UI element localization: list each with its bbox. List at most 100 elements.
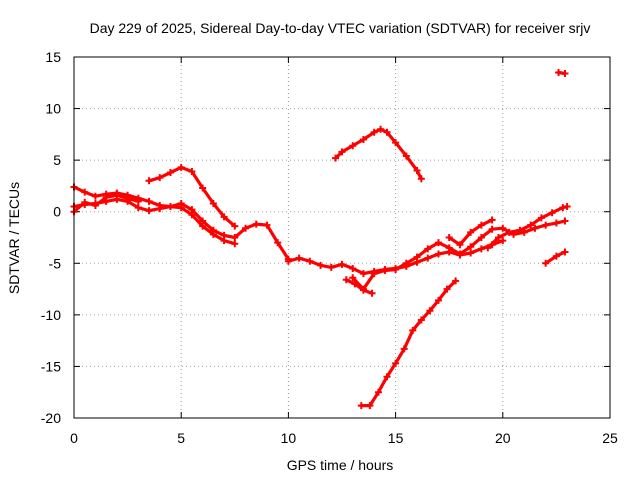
plot-frame [73,56,611,419]
x-tick-label: 20 [495,430,511,446]
data-point [499,237,507,245]
data-point [327,263,335,271]
data-point [199,184,207,192]
data-point [368,289,376,297]
data-point [209,230,217,238]
data-point [220,213,228,221]
data-point [102,193,110,201]
data-point [413,253,421,261]
grid [74,57,610,418]
data-point [231,240,239,248]
data-point [209,199,217,207]
data-point [424,254,432,262]
data-point [467,228,475,236]
x-tick-label: 25 [602,430,618,446]
data-point [456,241,464,249]
data-point [542,259,550,267]
data-point [134,197,142,205]
series-arc-7 [342,276,376,297]
data-point [434,296,442,304]
data-point [434,239,442,247]
data-point [91,202,99,210]
data-point [370,270,378,278]
data-point [402,152,410,160]
data-point [381,267,389,275]
data-point [516,226,524,234]
series-arc-3 [70,191,142,216]
data-point [199,222,207,230]
data-point [413,166,421,174]
data-point [505,228,513,236]
data-point [332,154,340,162]
data-point [366,402,374,410]
x-axis-label: GPS time / hours [287,457,394,473]
series-line [334,127,423,181]
data-point [495,234,503,241]
data-point [417,316,425,324]
series-arc-10 [332,125,425,183]
x-tick-label: 10 [281,430,297,446]
data-point [231,234,239,241]
y-tick-label: 5 [53,152,61,168]
data-point [359,270,367,278]
data-point [445,244,453,252]
data-point [349,274,357,282]
data-point [561,217,569,225]
series-arc-9 [484,203,571,252]
data-point [531,224,539,232]
data-point [488,225,496,233]
y-tick-label: -20 [41,410,61,426]
data-point [443,285,451,293]
series-arc-4 [145,163,239,230]
data-point [477,245,485,253]
x-tick-label: 15 [388,430,404,446]
data-point [113,191,121,199]
series-arc-11 [357,277,460,410]
data-point [417,175,425,183]
data-point [424,245,432,253]
data-point [349,142,357,150]
data-point [377,125,385,133]
data-point [561,70,569,78]
data-point [467,243,475,251]
data-point [527,221,535,229]
data-point [370,128,378,136]
data-point [338,148,346,156]
data-point [392,265,400,273]
data-point [467,249,475,257]
data-point [166,169,174,177]
data-point [156,205,164,213]
series-line [359,279,458,408]
data-point [317,261,325,269]
data-point [349,264,357,272]
data-point [383,128,391,136]
data-point [145,177,153,185]
data-point [392,139,400,147]
data-point [263,221,271,229]
data-point [188,211,196,219]
data-point [134,204,142,212]
data-point [426,307,434,315]
data-point [177,163,185,171]
data-point [555,68,563,76]
data-point [409,326,417,334]
y-tick-label: 15 [45,49,61,65]
data-point [552,219,560,227]
data-point [499,224,507,232]
y-tick-label: -5 [49,255,62,271]
data-point [252,220,260,228]
series-line [351,219,567,291]
data-point [537,214,545,222]
data-point [231,222,239,230]
series-line [544,250,567,265]
data-point [548,209,556,217]
data-point [542,221,550,229]
data-point [91,192,99,200]
data-point [400,345,408,353]
data-point [81,188,89,196]
data-point [561,248,569,256]
data-point [284,257,292,265]
data-point [177,204,185,212]
data-point [145,207,153,215]
